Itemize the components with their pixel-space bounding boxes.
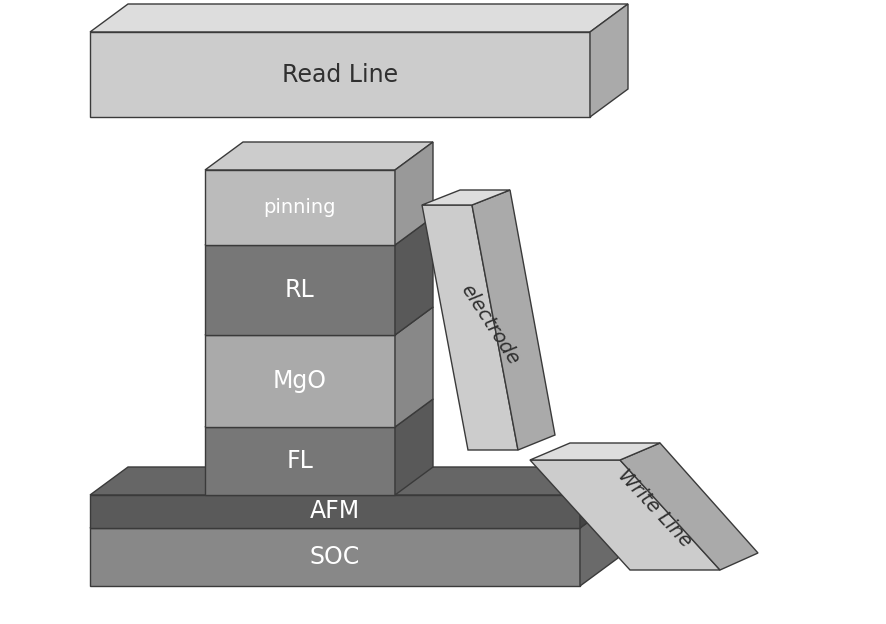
Polygon shape (205, 399, 432, 427)
Polygon shape (89, 4, 627, 32)
Polygon shape (205, 170, 394, 245)
Polygon shape (530, 443, 659, 460)
Polygon shape (89, 495, 579, 528)
Polygon shape (394, 307, 432, 427)
Polygon shape (471, 190, 555, 450)
Polygon shape (205, 427, 394, 495)
Text: electrode: electrode (456, 281, 523, 369)
Text: SOC: SOC (309, 545, 360, 569)
Text: RL: RL (284, 278, 315, 302)
Polygon shape (619, 443, 758, 570)
Polygon shape (205, 245, 394, 335)
Polygon shape (579, 500, 618, 586)
Text: MgO: MgO (273, 369, 327, 393)
Polygon shape (89, 500, 618, 528)
Polygon shape (394, 142, 432, 245)
Text: FL: FL (286, 449, 313, 473)
Text: Write Line: Write Line (614, 466, 695, 550)
Polygon shape (579, 467, 618, 528)
Polygon shape (422, 190, 509, 205)
Polygon shape (205, 142, 432, 170)
Polygon shape (530, 460, 719, 570)
Polygon shape (589, 4, 627, 117)
Polygon shape (394, 217, 432, 335)
Polygon shape (394, 399, 432, 495)
Polygon shape (205, 335, 394, 427)
Polygon shape (205, 307, 432, 335)
Polygon shape (89, 467, 618, 495)
Text: AFM: AFM (309, 499, 360, 524)
Polygon shape (205, 217, 432, 245)
Polygon shape (89, 32, 589, 117)
Text: Read Line: Read Line (282, 62, 398, 87)
Polygon shape (422, 205, 517, 450)
Text: pinning: pinning (263, 198, 336, 217)
Polygon shape (89, 528, 579, 586)
